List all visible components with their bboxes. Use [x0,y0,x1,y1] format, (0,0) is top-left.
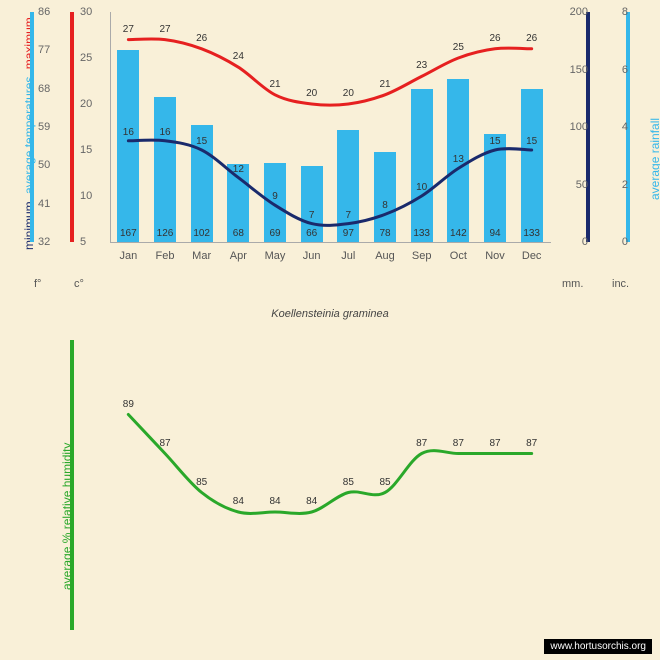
value-label: 16 [150,127,180,138]
value-label: 16 [113,127,143,138]
value-label: 26 [187,33,217,44]
value-label: 27 [113,24,143,35]
axis-tick: 8 [600,6,628,18]
axis-tick: 20 [80,98,108,110]
min-temp-line [128,140,531,225]
value-label: 13 [443,154,473,165]
humidity-line [110,360,550,620]
humidity-value: 84 [297,496,327,507]
month-label: Aug [367,250,403,262]
humidity-value: 87 [517,438,547,449]
axis-tick: 25 [80,52,108,64]
rainfall-value: 167 [113,228,143,239]
axis-tick: 59 [38,121,66,133]
axis-tick: 5 [80,236,108,248]
axis-tick: 77 [38,44,66,56]
axis-tick: 41 [38,198,66,210]
humidity-value: 84 [223,496,253,507]
value-label: 23 [407,60,437,71]
axis-tick: 0 [560,236,588,248]
rainfall-value: 66 [297,228,327,239]
rainfall-value: 69 [260,228,290,239]
value-label: 15 [187,136,217,147]
unit-mm: mm. [562,278,583,290]
month-label: Sep [404,250,440,262]
value-label: 24 [223,51,253,62]
month-label: Jan [110,250,146,262]
unit-f: f° [34,278,41,290]
value-label: 21 [260,79,290,90]
rainfall-value: 102 [187,228,217,239]
value-label: 15 [517,136,547,147]
month-label: Apr [220,250,256,262]
axis-tick: 30 [80,6,108,18]
month-label: Jul [330,250,366,262]
humidity-value: 87 [150,438,180,449]
axis-tick: 68 [38,83,66,95]
humidity-value: 87 [480,438,510,449]
value-label: 7 [333,210,363,221]
axis-tick: 150 [560,64,588,76]
axis-tick: 6 [600,64,628,76]
month-label: Nov [477,250,513,262]
axis-tick: 50 [560,179,588,191]
axis-tick: 100 [560,121,588,133]
label-avg-rainfall: average rainfall [648,118,660,200]
month-label: Oct [440,250,476,262]
value-label: 20 [297,88,327,99]
rainfall-value: 126 [150,228,180,239]
axis-tick: 86 [38,6,66,18]
c-axis-bar [70,12,74,242]
month-label: Mar [184,250,220,262]
f-axis-bar [30,12,34,242]
humidity-value: 89 [113,399,143,410]
humidity-value: 85 [333,477,363,488]
value-label: 15 [480,136,510,147]
humidity-value: 87 [443,438,473,449]
rainfall-value: 133 [517,228,547,239]
axis-tick: 50 [38,159,66,171]
value-label: 8 [370,200,400,211]
value-label: 12 [223,164,253,175]
humidity-value: 87 [407,438,437,449]
value-label: 25 [443,42,473,53]
value-label: 20 [333,88,363,99]
rainfall-value: 68 [223,228,253,239]
month-label: Dec [514,250,550,262]
value-label: 27 [150,24,180,35]
axis-tick: 200 [560,6,588,18]
month-label: May [257,250,293,262]
axis-tick: 4 [600,121,628,133]
humidity-value: 85 [187,477,217,488]
axis-tick: 2 [600,179,628,191]
axis-tick: 10 [80,190,108,202]
axis-tick: 15 [80,144,108,156]
month-label: Jun [294,250,330,262]
axis-tick: 32 [38,236,66,248]
value-label: 21 [370,79,400,90]
value-label: 10 [407,182,437,193]
rainfall-value: 97 [333,228,363,239]
unit-inc: inc. [612,278,629,290]
humidity-path [128,415,531,514]
value-label: 26 [480,33,510,44]
watermark: www.hortusorchis.org [544,639,652,654]
month-label: Feb [147,250,183,262]
humidity-axis-bar [70,340,74,630]
rainfall-value: 94 [480,228,510,239]
value-label: 9 [260,191,290,202]
humidity-value: 84 [260,496,290,507]
value-label: 7 [297,210,327,221]
rainfall-value: 133 [407,228,437,239]
humidity-value: 85 [370,477,400,488]
axis-tick: 0 [600,236,628,248]
species-name: Koellensteinia graminea [0,308,660,320]
value-label: 26 [517,33,547,44]
unit-c: c° [74,278,84,290]
rainfall-value: 78 [370,228,400,239]
rainfall-value: 142 [443,228,473,239]
